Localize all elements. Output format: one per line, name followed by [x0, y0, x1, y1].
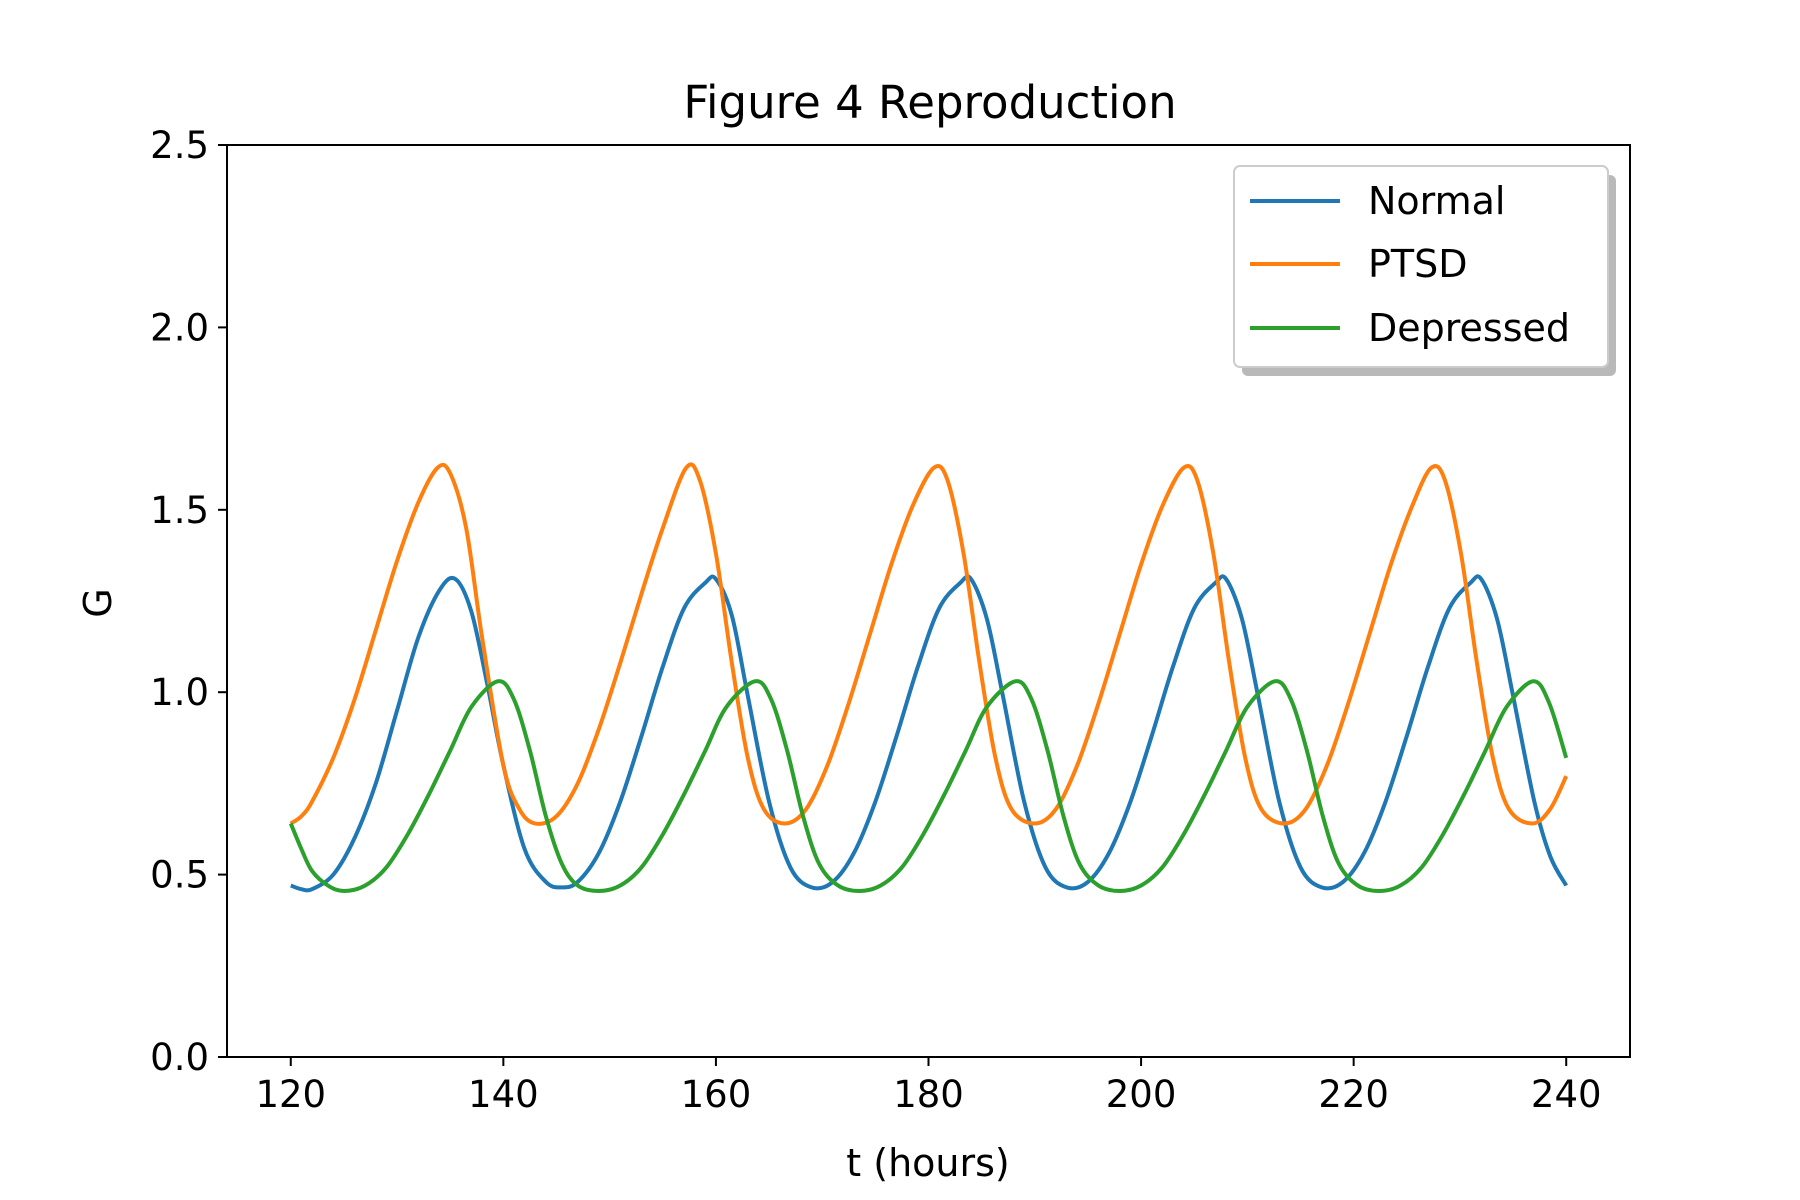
y-axis-label: G [76, 588, 120, 617]
x-axis-label: t (hours) [846, 1141, 1009, 1185]
series-line-ptsd [289, 462, 1569, 826]
plot-area [226, 144, 1631, 1058]
legend-box [1233, 165, 1609, 368]
series-layer [288, 462, 1569, 894]
legend-label-depressed: Depressed [1368, 306, 1570, 350]
y-tick-label: 0.0 [150, 1036, 209, 1079]
x-tick-label: 160 [681, 1073, 752, 1116]
x-tick-label: 200 [1106, 1073, 1177, 1116]
chart-title: Figure 4 Reproduction [683, 76, 1176, 129]
y-tick-label: 2.0 [150, 306, 209, 349]
series-line-depressed [288, 679, 1569, 894]
y-tick-label: 0.5 [150, 854, 209, 897]
legend-label-ptsd: PTSD [1368, 242, 1468, 286]
x-tick-label: 240 [1531, 1073, 1602, 1116]
x-axis-ticks: 120 140 160 180 200 220 240 [255, 1057, 1602, 1116]
legend: Normal PTSD Depressed [1233, 165, 1616, 376]
y-tick-label: 1.5 [150, 489, 209, 532]
y-tick-label: 2.5 [150, 124, 209, 167]
x-tick-label: 180 [893, 1073, 964, 1116]
x-tick-label: 220 [1318, 1073, 1389, 1116]
legend-label-normal: Normal [1368, 179, 1506, 223]
x-tick-label: 120 [255, 1073, 326, 1116]
y-tick-label: 1.0 [150, 671, 209, 714]
x-tick-label: 140 [468, 1073, 539, 1116]
y-axis-ticks: 0.0 0.5 1.0 1.5 2.0 2.5 [150, 124, 227, 1079]
